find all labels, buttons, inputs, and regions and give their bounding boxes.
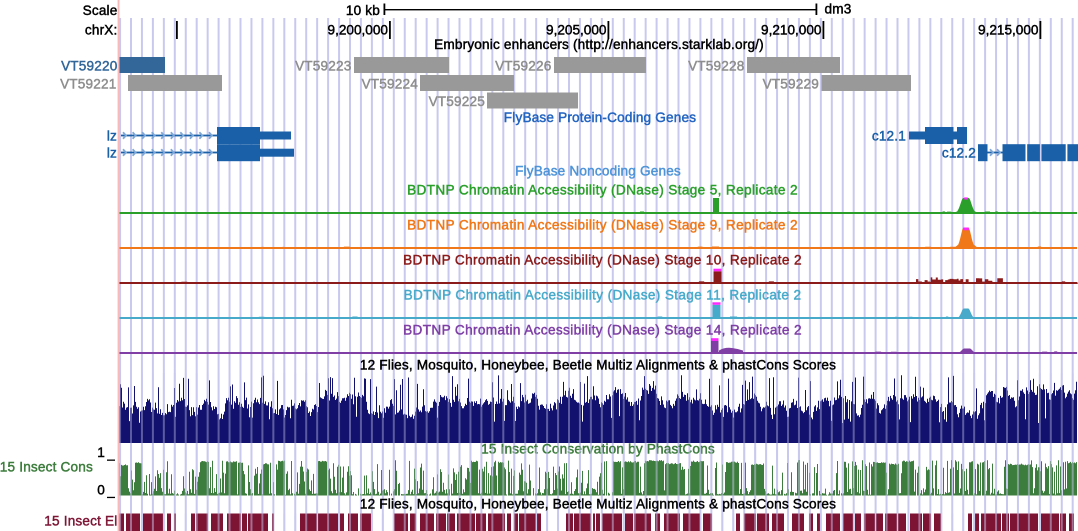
svg-text:FlyBase Protein-Coding Genes: FlyBase Protein-Coding Genes bbox=[504, 110, 696, 125]
svg-text:VT59228: VT59228 bbox=[688, 59, 744, 74]
svg-text:chrX:: chrX: bbox=[85, 23, 118, 38]
svg-text:VT59223: VT59223 bbox=[295, 59, 351, 74]
svg-text:9,210,000: 9,210,000 bbox=[761, 23, 822, 38]
svg-text:BDTNP Chromatin Accessibility: BDTNP Chromatin Accessibility (DNase) St… bbox=[407, 218, 798, 233]
svg-text:9,205,000: 9,205,000 bbox=[546, 23, 607, 38]
svg-text:VT59225: VT59225 bbox=[429, 94, 485, 109]
svg-text:Scale: Scale bbox=[83, 3, 118, 18]
svg-text:VT59220: VT59220 bbox=[61, 59, 118, 74]
svg-text:BDTNP Chromatin Accessibility: BDTNP Chromatin Accessibility (DNase) St… bbox=[407, 183, 798, 198]
svg-text:9,200,000: 9,200,000 bbox=[328, 23, 389, 38]
svg-text:BDTNP Chromatin Accessibility: BDTNP Chromatin Accessibility (DNase) St… bbox=[403, 323, 802, 338]
svg-text:15 Insect El: 15 Insect El bbox=[44, 514, 117, 529]
svg-text:BDTNP Chromatin Accessibility: BDTNP Chromatin Accessibility (DNase) St… bbox=[403, 253, 802, 268]
svg-text:Embryonic enhancers (http://en: Embryonic enhancers (http://enhancers.st… bbox=[434, 37, 764, 52]
svg-text:lz: lz bbox=[107, 129, 117, 144]
svg-text:VT59229: VT59229 bbox=[763, 77, 819, 92]
svg-text:10 kb: 10 kb bbox=[346, 3, 380, 18]
svg-text:15 Insect Conservation by Phas: 15 Insect Conservation by PhastCons bbox=[481, 442, 715, 457]
svg-text:BDTNP Chromatin Accessibility: BDTNP Chromatin Accessibility (DNase) St… bbox=[404, 288, 802, 303]
svg-text:c12.1: c12.1 bbox=[872, 129, 906, 144]
svg-text:0: 0 bbox=[97, 483, 105, 498]
svg-text:VT59224: VT59224 bbox=[362, 77, 419, 92]
svg-text:VT59226: VT59226 bbox=[495, 59, 551, 74]
svg-text:c12.2: c12.2 bbox=[942, 146, 976, 161]
svg-text:1: 1 bbox=[97, 445, 105, 460]
svg-text:dm3: dm3 bbox=[825, 2, 852, 17]
svg-text:12 Flies, Mosquito, Honeybee,: 12 Flies, Mosquito, Honeybee, Beetle Mul… bbox=[360, 497, 836, 512]
svg-text:VT59221: VT59221 bbox=[60, 77, 116, 92]
svg-text:12 Flies, Mosquito, Honeybee,: 12 Flies, Mosquito, Honeybee, Beetle Mul… bbox=[360, 358, 836, 373]
svg-text:9,215,000: 9,215,000 bbox=[978, 23, 1039, 38]
svg-text:15 Insect Cons: 15 Insect Cons bbox=[0, 460, 93, 475]
svg-text:FlyBase Noncoding Genes: FlyBase Noncoding Genes bbox=[515, 164, 681, 179]
svg-text:lz: lz bbox=[107, 146, 117, 161]
